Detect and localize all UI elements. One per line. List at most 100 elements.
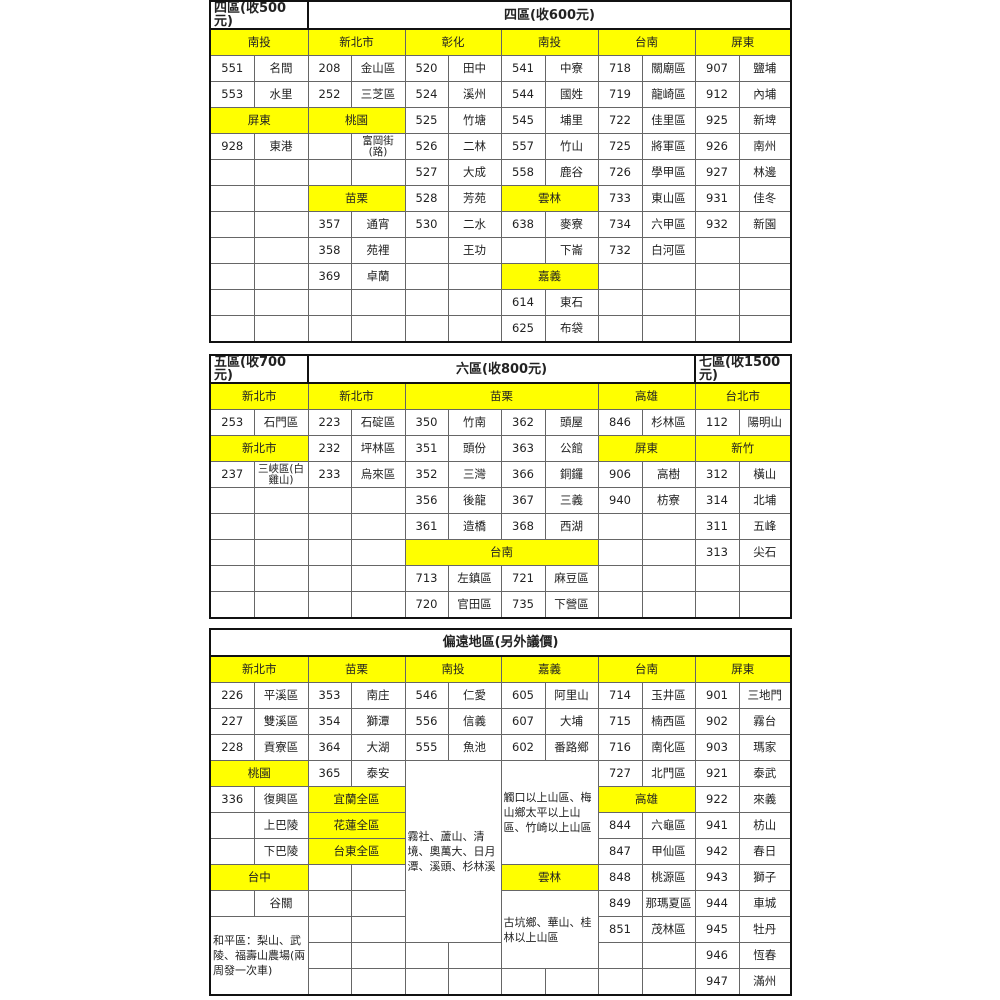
table-cell [253,289,309,316]
postal-code: 733 [597,185,643,212]
postal-code: 713 [404,565,449,592]
postal-code: 366 [500,461,546,488]
table-row: 713 左鎮區 721 麻豆區 [209,565,792,592]
table-cell [694,565,740,592]
region-header: 台東全區 [307,838,406,865]
district-name: 復興區 [253,786,309,813]
table-cell [307,890,352,917]
postal-code: 732 [597,237,643,264]
table-row: 947 滿州 [210,968,792,996]
table-cell [209,539,255,566]
table-row: 谷關 古坑鄉、華山、桂林以上山區 849 那瑪夏區 944 車城 [209,890,792,969]
table-title-row: 五區(收700元) 六區(收800元) 七區(收1500元) [209,354,792,384]
postal-code: 735 [500,591,546,619]
table-row: 357 通宵 530 二水 638 麥寮 734 六甲區 932 新園 [209,211,792,238]
postal-code: 313 [694,539,740,566]
postal-code: 725 [597,133,643,160]
table-cell [209,159,255,186]
table-cell [447,263,502,290]
postal-code: 311 [694,513,740,540]
postal-code: 312 [694,461,740,488]
postal-code: 903 [694,734,740,761]
area-note: 觸口以上山區、梅山鄉太平以上山區、竹崎以上山區 [500,760,599,865]
table-cell [209,890,255,917]
district-name: 名間 [253,55,309,82]
postal-code: 553 [209,81,255,108]
postal-code: 545 [500,107,546,134]
area-note: 和平區：梨山、武陵、福壽山農場(兩周發一次車) [209,916,309,996]
postal-code: 945 [694,916,740,943]
district-name: 二林 [447,133,502,160]
postal-code: 922 [694,786,740,813]
district-name: 鹿谷 [544,159,599,186]
postal-code: 719 [597,81,643,108]
postal-code: 721 [500,565,546,592]
postal-code: 252 [307,81,352,108]
district-name: 車城 [738,890,792,917]
table-cell [253,565,309,592]
district-name: 南化區 [641,734,696,761]
table-cell [597,315,643,343]
table-cell [307,864,352,891]
table-cell [253,487,309,514]
postal-code: 946 [694,942,740,969]
table-cell [253,591,309,619]
district-name: 後龍 [447,487,502,514]
district-name: 二水 [447,211,502,238]
district-name: 大成 [447,159,502,186]
district-name: 杉林區 [641,409,696,436]
district-name: 大湖 [350,734,406,761]
district-name: 水里 [253,81,309,108]
postal-code: 851 [597,916,643,943]
table-row: 227 雙溪區 354 獅潭 556 信義 607 大埔 715 楠西區 902 霧台 [209,708,792,735]
postal-code: 356 [404,487,449,514]
table-cell [404,968,449,996]
table-cell [641,315,696,343]
region-header: 桃園 [307,107,406,134]
table-cell [350,890,406,917]
postal-code: 112 [694,409,740,436]
table-cell [209,838,255,865]
table-cell [209,211,255,238]
district-name: 坪林區 [350,435,406,462]
table-cell [447,289,502,316]
district-name: 魚池 [447,734,502,761]
district-name: 苑裡 [350,237,406,264]
table-row: 新北市 新北市 苗栗 高雄 台北市 [209,382,792,410]
table-row: 356 後龍 367 三義 940 枋寮 314 北埔 [209,487,792,514]
region-header: 桃園 [209,760,309,787]
zone-title: 五區(收700元) [209,354,309,384]
postal-code: 925 [694,107,740,134]
postal-code: 734 [597,211,643,238]
table-row: 253 石門區 223 石碇區 350 竹南 362 頭屋 846 杉林區 112 陽明山 [209,409,792,436]
table-cell [447,315,502,343]
district-name: 新埤 [738,107,792,134]
table-cell [253,263,309,290]
postal-code: 520 [404,55,449,82]
district-name: 左鎮區 [447,565,502,592]
postal-code: 720 [404,591,449,619]
district-name: 下營區 [544,591,599,619]
table-cell [307,591,352,619]
table-cell [209,237,255,264]
table-cell [447,942,502,969]
district-name: 南庄 [350,682,406,709]
table-row: 720 官田區 735 下營區 [209,591,792,619]
postal-code: 718 [597,55,643,82]
district-name: 王功 [447,237,502,264]
district-name: 南州 [738,133,792,160]
postal-code: 847 [597,838,643,865]
table-cell [307,487,352,514]
zone-title: 七區(收1500元) [694,354,792,384]
postal-code: 931 [694,185,740,212]
district-name: 泰武 [738,760,792,787]
district-name: 上巴陵 [253,812,309,839]
zone-title: 四區(收600元) [307,0,792,30]
table-row: 614 東石 [209,289,792,316]
district-name: 頭份 [447,435,502,462]
region-header: 新北市 [209,435,309,462]
district-name: 五峰 [738,513,792,540]
area-note: 霧社、蘆山、清境、奧萬大、日月潭、溪頭、杉林溪 [404,760,502,943]
district-name: 枋寮 [641,487,696,514]
region-header: 雲林 [500,864,599,891]
